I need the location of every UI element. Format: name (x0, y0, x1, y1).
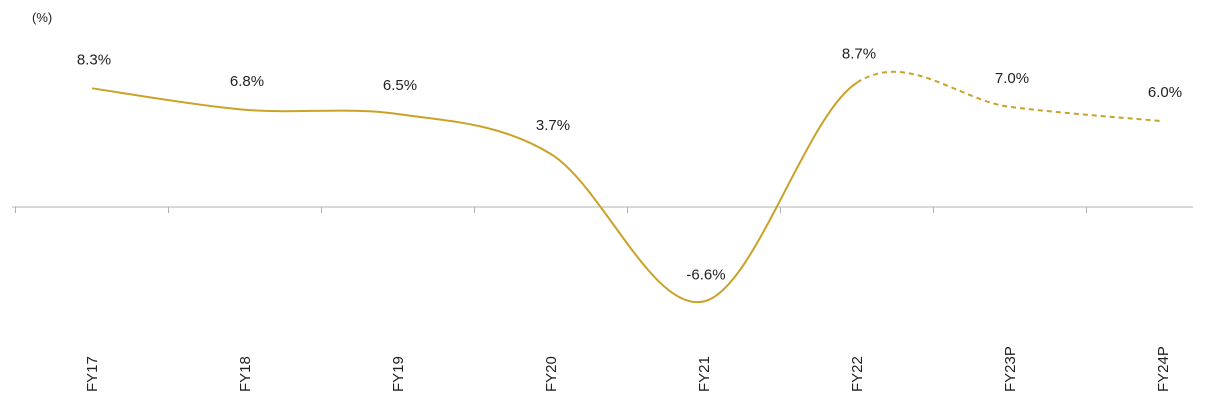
data-label: 8.7% (842, 46, 876, 63)
category-tick-label: FY22 (849, 356, 866, 392)
series-line-actual (91, 81, 858, 304)
category-tick-label: FY20 (543, 356, 560, 392)
category-tick-label: FY18 (237, 356, 254, 392)
data-labels: 8.3% 6.8% 6.5% 3.7% -6.6% 8.7% 7.0% 6.0% (77, 46, 1182, 284)
category-tick-labels: FY17 FY18 FY19 FY20 FY21 FY22 FY23P FY24P (84, 346, 1172, 392)
category-tick-label: FY21 (696, 356, 713, 392)
series-line-projected (856, 70, 1164, 123)
data-label: 6.8% (230, 73, 264, 90)
x-axis (12, 206, 1193, 213)
series-line (91, 70, 1164, 304)
category-tick-label: FY19 (390, 356, 407, 392)
data-label: 8.3% (77, 51, 111, 68)
data-label: 3.7% (536, 117, 570, 134)
category-tick-label: FY24P (1155, 346, 1172, 392)
unit-label: (%) (32, 10, 52, 25)
data-label: -6.6% (686, 266, 725, 283)
data-label: 6.0% (1148, 84, 1182, 101)
category-tick-label: FY17 (84, 356, 101, 392)
category-tick-label: FY23P (1002, 346, 1019, 392)
data-label: 7.0% (995, 70, 1029, 87)
data-label: 6.5% (383, 77, 417, 94)
